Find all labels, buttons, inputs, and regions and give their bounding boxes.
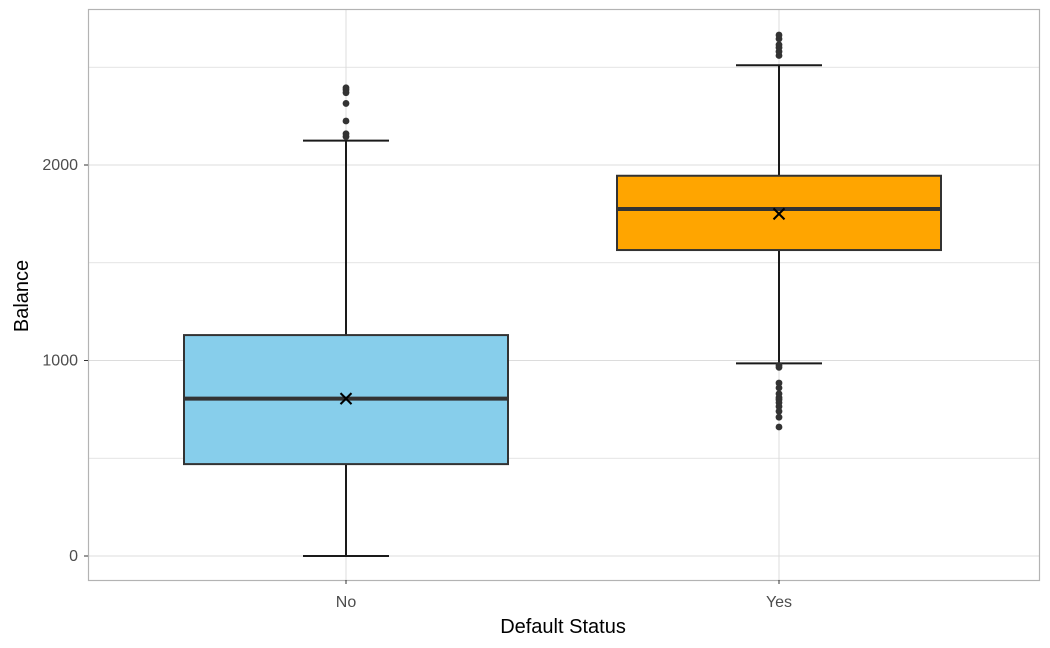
outlier-point <box>775 379 783 387</box>
y-axis-title: Balance <box>11 260 33 332</box>
box-layer <box>183 31 942 557</box>
outlier-point <box>342 130 350 138</box>
grid-layer <box>88 9 1039 580</box>
y-tick-label: 2000 <box>42 157 78 174</box>
outlier-point <box>775 384 783 392</box>
outlier-point <box>775 31 783 39</box>
outlier-point <box>775 423 783 431</box>
mean-marker <box>772 207 786 221</box>
x-tick-label: Yes <box>766 594 792 611</box>
x-tick-label: No <box>336 594 357 611</box>
outlier-point <box>775 361 783 369</box>
panel-border <box>87 8 1041 582</box>
box-no <box>183 84 509 557</box>
outlier-point <box>342 100 350 107</box>
outlier-point <box>775 41 783 49</box>
outlier-point <box>342 84 350 92</box>
x-axis-title: Default Status <box>500 616 626 638</box>
box-yes <box>616 31 942 431</box>
y-tick-label: 0 <box>69 548 78 565</box>
outlier-point <box>342 117 350 125</box>
mean-marker <box>339 392 353 405</box>
tick-layer: 0 1000 2000 No Yes <box>42 157 792 611</box>
y-tick-label: 1000 <box>42 353 78 370</box>
outlier-point <box>775 407 783 415</box>
outlier-point <box>775 403 783 410</box>
outlier-point <box>775 413 783 421</box>
